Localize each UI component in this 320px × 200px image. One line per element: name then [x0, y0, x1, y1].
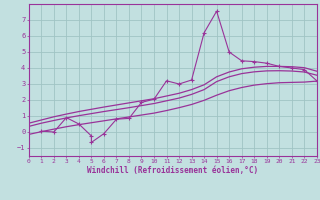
- X-axis label: Windchill (Refroidissement éolien,°C): Windchill (Refroidissement éolien,°C): [87, 166, 258, 175]
